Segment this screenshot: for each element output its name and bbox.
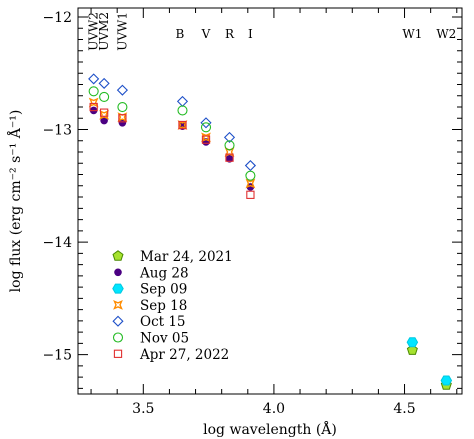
data-point	[406, 344, 418, 355]
y-tick-label: −12	[42, 10, 72, 26]
band-label: W1	[402, 27, 422, 41]
x-tick-label: 4.5	[393, 401, 415, 417]
points-group	[88, 73, 453, 390]
band-label: W2	[436, 27, 456, 41]
band-label: R	[225, 27, 235, 41]
axis-ticks	[78, 8, 462, 394]
legend-marker	[112, 283, 124, 294]
band-label: UVW2	[87, 12, 101, 51]
data-point	[245, 178, 256, 189]
data-point	[200, 122, 212, 133]
data-point	[245, 170, 256, 181]
band-label: UVM2	[97, 12, 111, 51]
data-point	[88, 86, 99, 97]
x-tick-label: 3.5	[132, 401, 154, 417]
x-tick-label: 4.0	[263, 401, 285, 417]
data-point	[200, 117, 212, 129]
legend-label: Sep 09	[140, 282, 187, 298]
data-point	[88, 97, 99, 108]
legend-marker	[112, 250, 124, 261]
legend-label: Apr 27, 2022	[139, 347, 229, 363]
band-label: UVW1	[115, 12, 129, 51]
data-point	[178, 120, 187, 130]
band-label: B	[175, 27, 184, 41]
band-label: I	[248, 27, 253, 41]
legend-marker	[113, 300, 123, 310]
plot-frame	[77, 7, 463, 395]
legend-label: Mar 24, 2021	[140, 249, 233, 265]
legend-marker	[112, 315, 124, 327]
legend-marker	[112, 332, 124, 343]
data-point	[116, 84, 128, 96]
data-point	[98, 77, 110, 89]
y-tick-label: −15	[42, 348, 72, 364]
data-point	[201, 135, 211, 144]
ticks-group	[78, 8, 462, 394]
legend-label: Oct 15	[140, 314, 186, 330]
data-point	[225, 153, 234, 162]
data-point	[89, 102, 98, 112]
x-axis-label: log wavelength (Å)	[203, 420, 337, 438]
y-tick-label: −13	[42, 123, 72, 139]
data-point	[99, 110, 110, 120]
legend-label: Sep 18	[140, 298, 187, 314]
data-point	[99, 108, 109, 117]
data-point	[99, 91, 110, 102]
data-point	[224, 140, 235, 151]
data-point	[176, 95, 189, 107]
tick-labels-group: 3.5 4.0 4.5 −12 −13 −14 −15	[42, 10, 415, 417]
y-axis-label: log flux (erg cm⁻² s⁻¹ Å⁻¹)	[6, 110, 24, 293]
data-point	[177, 105, 188, 116]
band-label: V	[201, 27, 211, 41]
plot-frame-group	[77, 7, 463, 395]
legend-marker	[113, 349, 123, 358]
data-point	[406, 337, 419, 348]
data-point	[117, 101, 128, 113]
data-point	[440, 375, 453, 386]
data-point	[201, 132, 211, 143]
data-point	[88, 73, 100, 85]
legend-marker	[114, 268, 122, 277]
data-point	[246, 190, 255, 199]
y-tick-label: −14	[42, 235, 72, 251]
data-point	[244, 159, 256, 172]
data-point	[117, 112, 128, 123]
legend-label: Aug 28	[139, 265, 189, 281]
data-point	[118, 114, 127, 123]
legend-label: Nov 05	[140, 331, 189, 347]
